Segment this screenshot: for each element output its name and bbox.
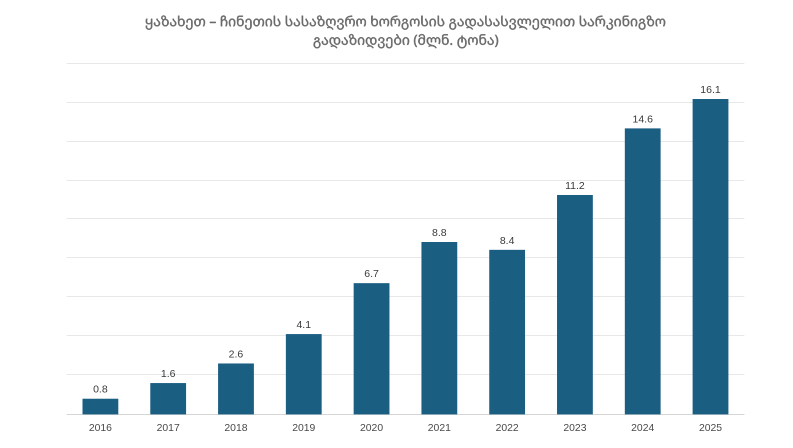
svg-text:14.6: 14.6 (633, 113, 654, 125)
svg-text:2025: 2025 (699, 423, 722, 434)
svg-text:6.7: 6.7 (364, 268, 379, 280)
svg-text:2.6: 2.6 (229, 348, 244, 360)
svg-text:8.4: 8.4 (500, 235, 515, 247)
svg-text:2016: 2016 (89, 423, 112, 434)
svg-text:2019: 2019 (292, 423, 315, 434)
svg-text:1.6: 1.6 (161, 368, 176, 380)
svg-text:8.8: 8.8 (432, 227, 447, 239)
svg-text:2024: 2024 (631, 423, 654, 434)
svg-text:16.1: 16.1 (700, 84, 721, 96)
svg-text:2020: 2020 (360, 423, 383, 434)
svg-text:0.8: 0.8 (93, 384, 108, 396)
svg-text:2021: 2021 (428, 423, 451, 434)
svg-text:2017: 2017 (157, 423, 180, 434)
svg-text:4.1: 4.1 (296, 319, 311, 331)
svg-text:2023: 2023 (563, 423, 586, 434)
svg-text:2018: 2018 (224, 423, 247, 434)
svg-text:11.2: 11.2 (565, 180, 585, 192)
svg-text:2022: 2022 (496, 423, 519, 434)
